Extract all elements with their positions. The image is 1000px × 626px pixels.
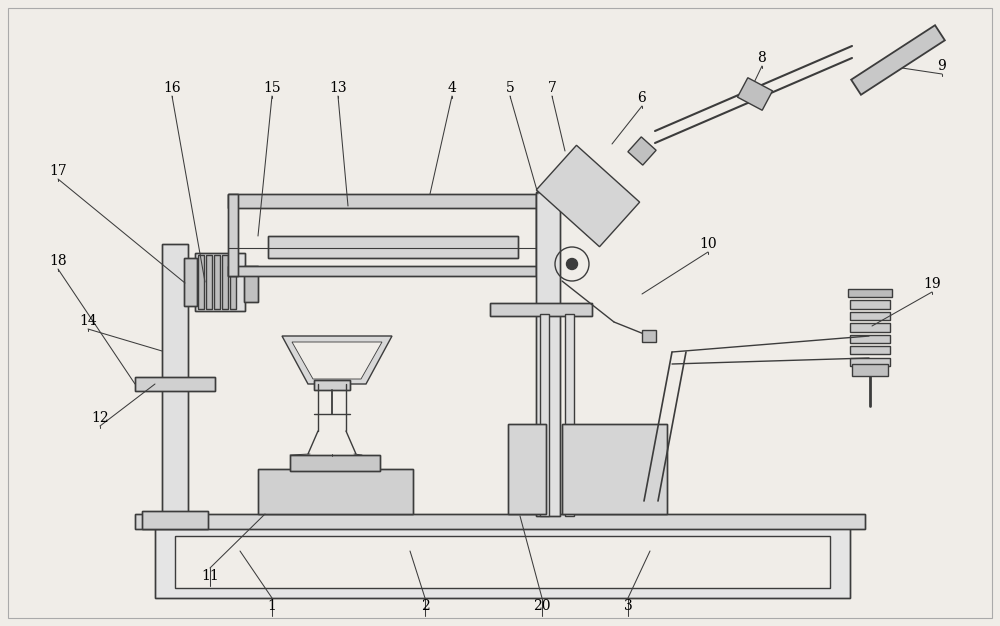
Bar [162,244,188,516]
Bar [852,364,888,376]
Bar [850,334,890,343]
Polygon shape [292,342,382,379]
Bar [228,194,238,276]
Bar [850,312,890,320]
Bar [244,266,258,302]
Bar [850,323,890,332]
Bar [228,194,546,208]
Bar [562,424,667,514]
Bar [268,236,518,258]
Bar [850,346,890,354]
Bar [184,258,197,306]
Bar [195,253,245,311]
Bar [135,514,865,529]
Bar [536,145,640,247]
Bar [198,255,204,309]
Bar [536,194,546,276]
Bar [175,536,830,588]
Bar [135,514,865,529]
Text: 13: 13 [329,81,347,95]
Bar [230,255,236,309]
Bar [490,303,592,316]
Circle shape [566,259,578,270]
Bar [230,255,236,309]
Bar [850,334,890,343]
Bar [198,255,204,309]
Bar [850,300,890,309]
Text: 18: 18 [49,254,67,268]
Text: 15: 15 [263,81,281,95]
Bar [162,244,188,516]
Bar [142,511,208,529]
Text: 3: 3 [624,599,632,613]
Bar [850,357,890,366]
Bar [850,346,890,354]
Text: 20: 20 [533,599,551,613]
Bar [228,266,546,276]
Bar [850,312,890,320]
Bar [214,255,220,309]
Bar [244,266,258,302]
Bar [155,526,850,598]
Bar [314,380,350,390]
Bar [142,511,208,529]
Text: 8: 8 [758,51,766,65]
Bar [222,255,228,309]
Bar [228,194,546,208]
Text: 4: 4 [448,81,456,95]
Bar [628,137,656,165]
Bar [850,357,890,366]
Bar [214,255,220,309]
Text: 9: 9 [938,59,946,73]
Bar [155,526,850,598]
Bar [536,192,560,516]
Text: 10: 10 [699,237,717,251]
Text: 16: 16 [163,81,181,95]
Bar [290,455,380,471]
Bar [135,377,215,391]
Text: 17: 17 [49,164,67,178]
Bar [565,314,574,516]
Bar [540,314,549,516]
Bar [490,303,592,316]
Text: 11: 11 [201,569,219,583]
Bar [258,469,413,514]
Text: 19: 19 [923,277,941,291]
Bar [737,78,773,110]
Bar [536,192,560,516]
Bar [258,469,413,514]
Text: 6: 6 [638,91,646,105]
Bar [184,258,197,306]
Bar [508,424,546,514]
Bar [314,380,350,390]
Bar [195,253,245,311]
Text: 12: 12 [91,411,109,425]
Text: 1: 1 [268,599,276,613]
Bar [175,536,830,588]
Bar [850,300,890,309]
Bar [642,330,656,342]
Bar [536,194,546,276]
Bar [850,323,890,332]
Text: 14: 14 [79,314,97,328]
Bar [848,289,892,297]
Text: 7: 7 [548,81,556,95]
Bar [851,25,945,95]
Bar [222,255,228,309]
Bar [290,455,380,471]
Bar [228,194,238,276]
Bar [228,266,546,276]
Bar [508,424,546,514]
Bar [562,424,667,514]
Bar [206,255,212,309]
Text: 2: 2 [421,599,429,613]
Polygon shape [282,336,392,384]
Bar [135,377,215,391]
Text: 5: 5 [506,81,514,95]
Bar [206,255,212,309]
Bar [268,236,518,258]
